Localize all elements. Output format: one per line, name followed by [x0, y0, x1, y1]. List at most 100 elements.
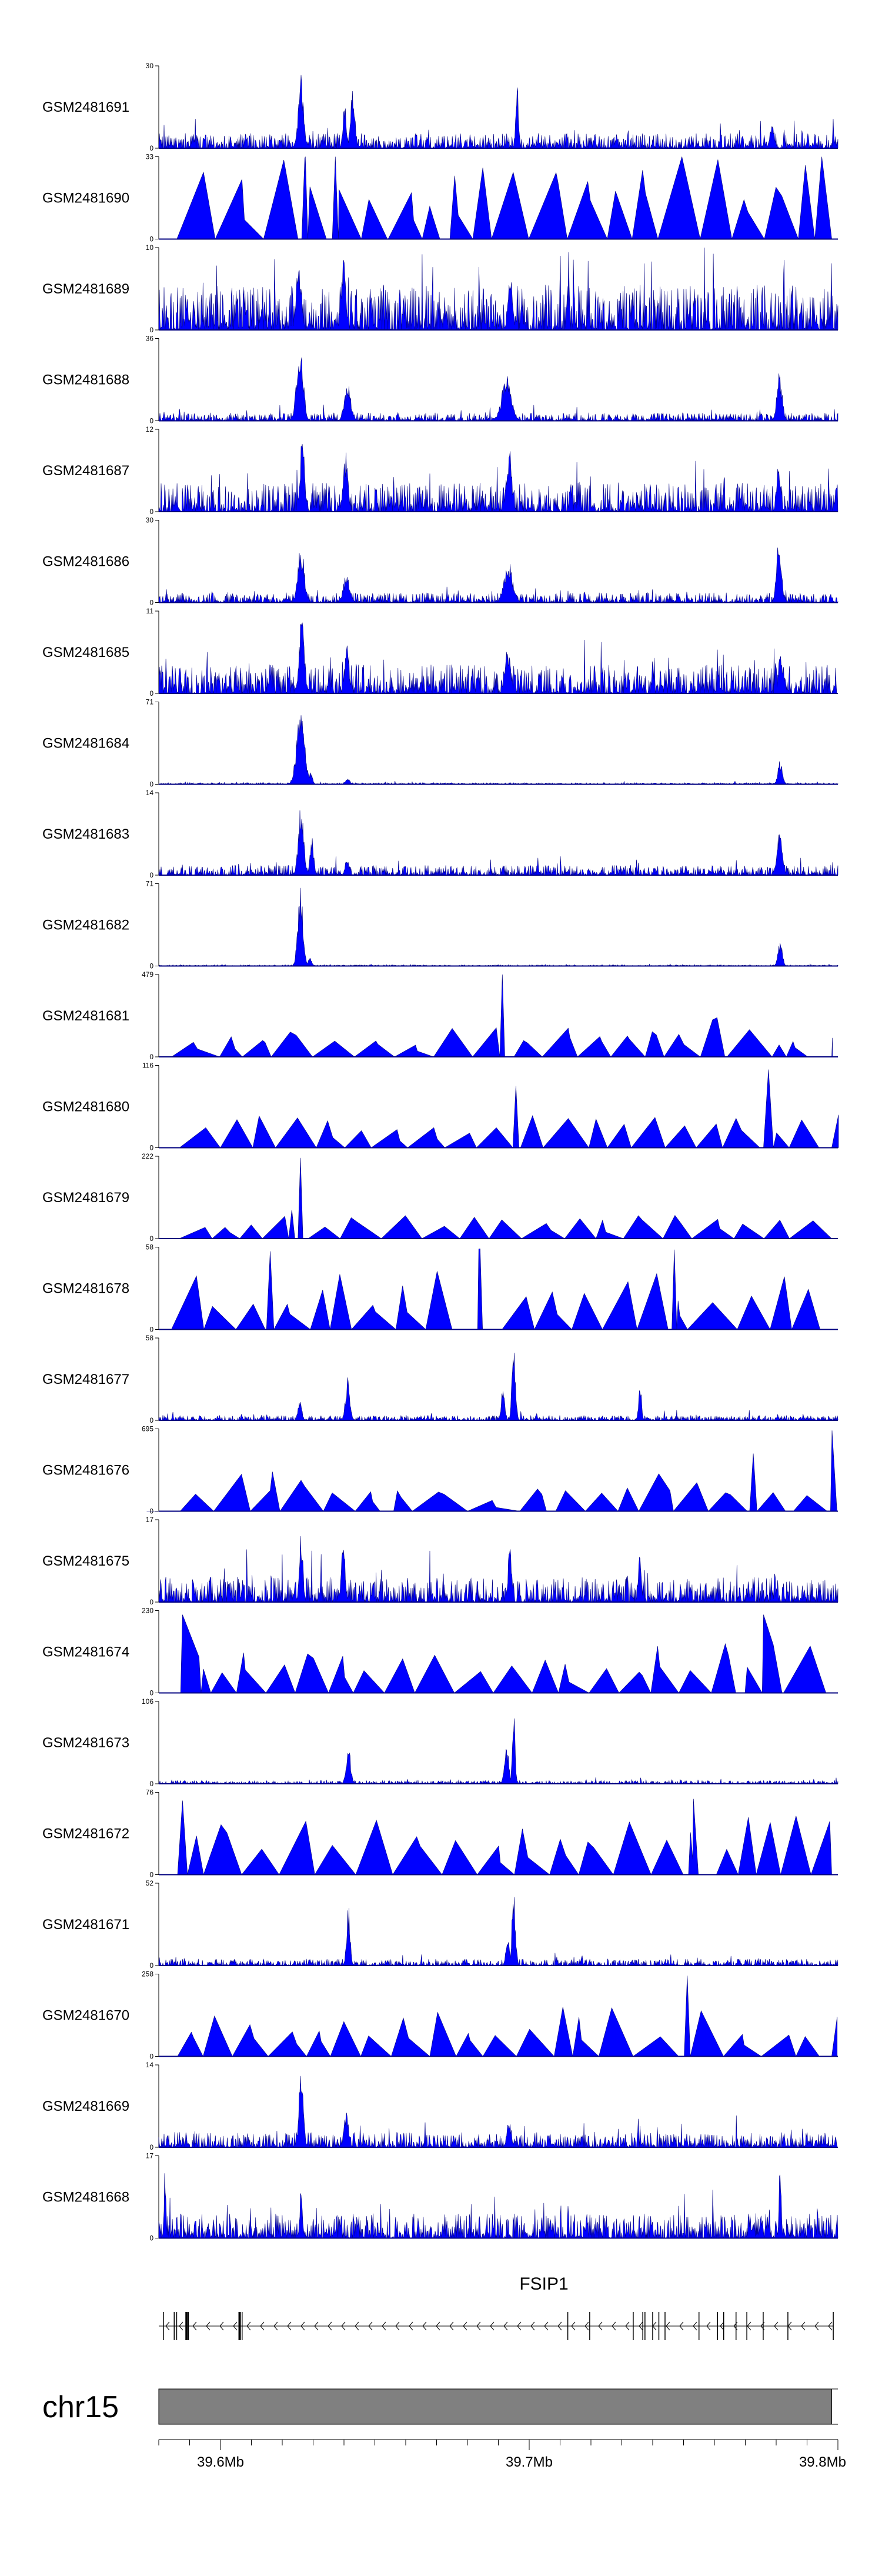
axis-tick-label: 39.6Mb — [197, 2454, 244, 2470]
track-label: GSM2481683 — [42, 826, 129, 842]
strand-chevron-icon — [774, 2321, 779, 2331]
track-gsm2481672: GSM2481672 76 0 — [42, 1788, 838, 1879]
strand-chevron-icon — [368, 2321, 373, 2331]
strand-chevron-icon — [693, 2321, 697, 2331]
track-gsm2481691: GSM2481691 30 0 — [42, 62, 838, 152]
signal-tracks: GSM2481691300GSM2481690330GSM2481689100G… — [42, 62, 839, 2243]
y-tick-label-min: 0 — [149, 1871, 153, 1879]
ideogram-track: chr15 39.6Mb 39.7Mb 39.8Mb — [42, 2388, 846, 2470]
track-gsm2481677: GSM2481677 58 0 — [42, 1334, 838, 1424]
y-tick-label-min: 0 — [149, 144, 153, 152]
strand-chevron-icon — [300, 2321, 305, 2331]
y-tick-label-max: 10 — [146, 243, 154, 252]
track-label: GSM2481678 — [42, 1281, 129, 1297]
strand-chevron-icon — [246, 2321, 251, 2331]
signal-area — [179, 1157, 833, 1239]
strand-chevron-icon — [814, 2321, 819, 2331]
y-tick-label-min: 0 — [149, 2053, 153, 2061]
signal-area — [158, 622, 838, 695]
track-gsm2481689: GSM2481689 10 0 — [42, 243, 838, 334]
track-label: GSM2481676 — [42, 1463, 129, 1479]
signal-area — [146, 1430, 837, 1512]
signal-area — [158, 887, 838, 967]
signal-area — [158, 2076, 838, 2148]
strand-chevron-icon — [206, 2321, 211, 2331]
strand-chevron-icon — [233, 2321, 238, 2331]
y-tick-label-min: 0 — [149, 1053, 153, 1061]
track-gsm2481680: GSM2481680 116 0 — [42, 1062, 839, 1152]
track-label: GSM2481672 — [42, 1826, 129, 1842]
y-tick-label-min: 0 — [149, 235, 153, 243]
axis-tick-label: 39.8Mb — [799, 2454, 846, 2470]
gene-label: FSIP1 — [519, 2274, 568, 2294]
y-tick-label-max: 230 — [142, 1607, 153, 1615]
axis-tick-label: 39.7Mb — [506, 2454, 553, 2470]
y-tick-label-max: 479 — [142, 970, 153, 979]
signal-area — [171, 1248, 821, 1330]
track-gsm2481683: GSM2481683 14 0 — [42, 789, 838, 879]
track-gsm2481687: GSM2481687 12 0 — [42, 425, 838, 516]
track-gsm2481684: GSM2481684 71 0 — [42, 698, 838, 789]
y-tick-label-max: 11 — [146, 607, 154, 615]
y-tick-label-min: 0 — [149, 1234, 153, 1243]
y-tick-label-min: 0 — [149, 2234, 153, 2243]
y-tick-label-min: 0 — [149, 417, 153, 425]
signal-area — [158, 548, 838, 603]
y-tick-label-min: 0 — [149, 2143, 153, 2151]
y-tick-label-min: 0 — [149, 962, 153, 970]
y-tick-label-max: 14 — [146, 2061, 154, 2069]
y-tick-label-min: 0 — [149, 1780, 153, 1788]
signal-area — [158, 357, 838, 422]
track-gsm2481669: GSM2481669 14 0 — [42, 2061, 838, 2151]
y-tick-label-min: 0 — [149, 599, 153, 607]
y-tick-label-max: 58 — [146, 1243, 154, 1252]
y-tick-label-max: 30 — [146, 62, 154, 70]
y-tick-label-max: 116 — [142, 1062, 153, 1070]
strand-chevron-icon — [314, 2321, 319, 2331]
strand-chevron-icon — [490, 2321, 495, 2331]
gene-model-track: FSIP1 — [159, 2274, 834, 2340]
strand-chevron-icon — [192, 2321, 197, 2331]
track-label: GSM2481685 — [42, 645, 129, 660]
track-label: GSM2481679 — [42, 1190, 129, 1206]
strand-chevron-icon — [544, 2321, 549, 2331]
y-tick-label-max: 33 — [146, 153, 154, 161]
strand-chevron-icon — [355, 2321, 359, 2331]
track-label: GSM2481687 — [42, 463, 129, 479]
signal-area — [173, 1798, 832, 1876]
strand-chevron-icon — [720, 2321, 724, 2331]
strand-chevron-icon — [341, 2321, 346, 2331]
track-gsm2481673: GSM2481673 106 0 — [42, 1697, 838, 1788]
strand-chevron-icon — [165, 2321, 170, 2331]
y-tick-label-max: 36 — [146, 335, 154, 343]
strand-chevron-icon — [598, 2321, 603, 2331]
y-tick-label-max: 14 — [146, 789, 154, 797]
y-tick-label-min: 0 — [149, 689, 153, 698]
track-gsm2481668: GSM2481668 17 0 — [42, 2152, 838, 2243]
signal-area — [163, 1614, 827, 1694]
strand-chevron-icon — [409, 2321, 413, 2331]
y-tick-label-max: 222 — [142, 1152, 153, 1160]
signal-area — [158, 75, 838, 149]
y-tick-label-min: 0 — [149, 326, 153, 334]
y-tick-label-min: 0 — [149, 1416, 153, 1424]
strand-chevron-icon — [557, 2321, 562, 2331]
y-tick-label-max: 106 — [142, 1697, 153, 1706]
y-tick-label-max: 71 — [146, 698, 154, 706]
y-tick-label-min: 0 — [149, 1326, 153, 1334]
y-tick-label-max: 30 — [146, 516, 154, 525]
y-tick-label-max: 17 — [146, 1516, 154, 1524]
strand-chevron-icon — [530, 2321, 535, 2331]
y-tick-label-max: 17 — [146, 2152, 154, 2160]
y-tick-label-max: 71 — [146, 880, 154, 888]
strand-chevron-icon — [584, 2321, 589, 2331]
signal-area — [158, 1897, 838, 1967]
strand-chevron-icon — [179, 2321, 183, 2331]
track-gsm2481690: GSM2481690 33 0 — [42, 153, 838, 243]
y-tick-label-max: 76 — [146, 1788, 154, 1797]
track-gsm2481685: GSM2481685 11 0 — [42, 607, 838, 698]
y-tick-label-min: 0 — [149, 508, 153, 516]
strand-chevron-icon — [801, 2321, 806, 2331]
strand-chevron-icon — [273, 2321, 278, 2331]
